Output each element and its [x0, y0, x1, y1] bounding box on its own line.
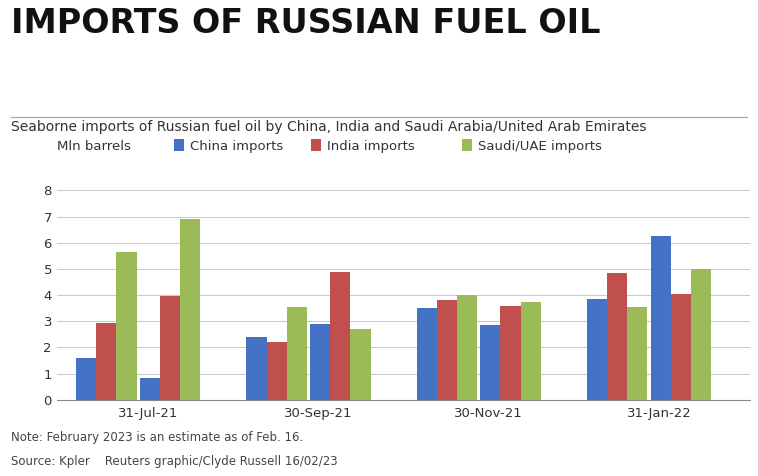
Text: Note: February 2023 is an estimate as of Feb. 16.: Note: February 2023 is an estimate as of… [11, 431, 304, 444]
Bar [457, 295, 477, 400]
Bar [587, 299, 607, 400]
Text: Source: Kpler    Reuters graphic/Clyde Russell 16/02/23: Source: Kpler Reuters graphic/Clyde Russ… [11, 455, 338, 467]
Bar [691, 269, 711, 400]
Bar [437, 300, 457, 400]
Bar [140, 377, 160, 400]
Bar [481, 325, 500, 400]
Bar [267, 342, 287, 400]
Bar [330, 271, 350, 400]
Bar [76, 358, 96, 400]
Bar [180, 219, 200, 400]
Text: Mln barrels: Mln barrels [57, 140, 130, 153]
Bar [310, 324, 330, 400]
Bar [160, 297, 180, 400]
Bar [521, 302, 540, 400]
Bar [671, 294, 691, 400]
Bar [246, 337, 267, 400]
Bar [117, 252, 136, 400]
Bar [500, 306, 521, 400]
Bar [287, 307, 307, 400]
Bar [627, 307, 647, 400]
Bar [350, 329, 371, 400]
Text: India imports: India imports [327, 140, 415, 153]
Bar [650, 236, 671, 400]
Text: Seaborne imports of Russian fuel oil by China, India and Saudi Arabia/United Ara: Seaborne imports of Russian fuel oil by … [11, 120, 647, 134]
Bar [96, 323, 117, 400]
Bar [607, 273, 627, 400]
Text: China imports: China imports [190, 140, 283, 153]
Text: IMPORTS OF RUSSIAN FUEL OIL: IMPORTS OF RUSSIAN FUEL OIL [11, 7, 601, 40]
Bar [417, 308, 437, 400]
Text: Saudi/UAE imports: Saudi/UAE imports [478, 140, 602, 153]
